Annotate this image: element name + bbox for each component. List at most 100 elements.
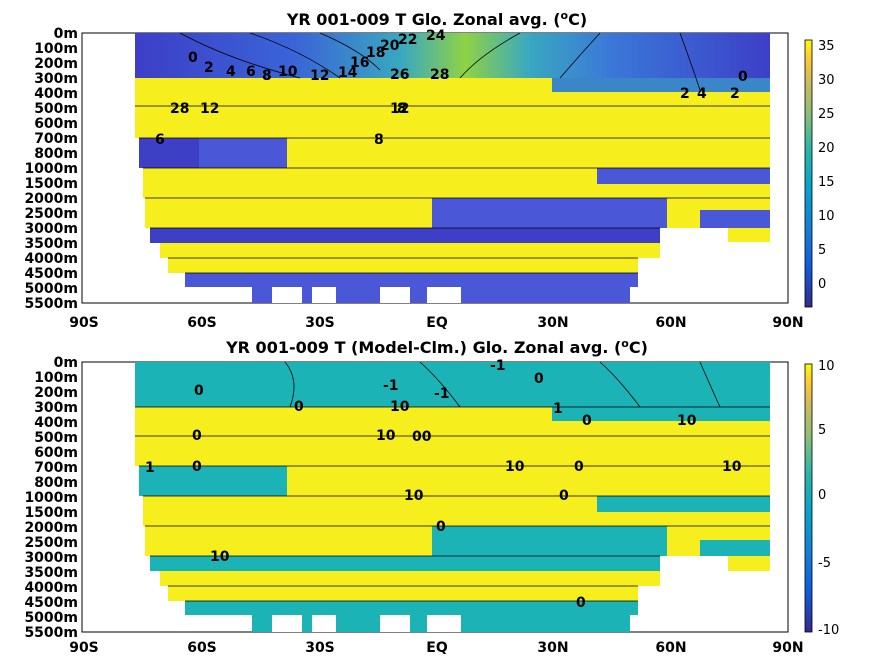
panel-1-title-sup: o — [561, 9, 569, 22]
colorbar-tick: -5 — [818, 556, 831, 571]
y-tick-label: 800m — [34, 146, 78, 162]
y-tick-label: 600m — [34, 445, 78, 461]
panel-1-band — [728, 228, 770, 242]
panel-2-plot-area — [81, 361, 789, 633]
y-tick-label: 500m — [34, 101, 78, 117]
y-tick-label: 5000m — [24, 610, 78, 626]
panel-1-cold-block — [199, 138, 287, 168]
panel-2-seafloor-gap — [427, 615, 461, 632]
panel-1-cold-block — [185, 273, 638, 287]
colorbar-tick: 10 — [818, 209, 835, 224]
x-tick-label: 60S — [187, 315, 217, 331]
panel-2-y-axis: 0m 100m 200m 300m 400m 500m 600m 700m 80… — [24, 355, 78, 641]
contour-label: 0 — [194, 383, 204, 399]
y-tick-label: 200m — [34, 385, 78, 401]
panel-2-seafloor-gap — [380, 615, 410, 632]
contour-label: 0 — [534, 371, 544, 387]
contour-label: 4 — [697, 86, 707, 102]
contour-label: 0 — [436, 519, 446, 535]
contour-label: 28 — [170, 101, 189, 117]
panel-2-anom-block — [597, 496, 770, 512]
y-tick-label: 0m — [54, 355, 78, 371]
y-tick-label: 500m — [34, 430, 78, 446]
contour-label: 00 — [412, 429, 432, 445]
panel-2-upper-field-north — [552, 407, 770, 421]
contour-label: 0 — [192, 428, 202, 444]
colorbar-tick: 0 — [818, 488, 826, 503]
contour-label: 6 — [155, 132, 165, 148]
contour-label: 0 — [582, 413, 592, 429]
panel-2-anom-block — [700, 540, 770, 556]
panel-2-anom-block — [199, 466, 287, 496]
x-tick-label: EQ — [426, 640, 448, 656]
y-tick-label: 4000m — [24, 251, 78, 267]
contour-label: 10 — [404, 488, 424, 504]
colorbar-tick: 5 — [818, 243, 826, 258]
y-tick-label: 2500m — [24, 206, 78, 222]
x-tick-label: 60N — [655, 640, 686, 656]
y-tick-label: 4000m — [24, 580, 78, 596]
contour-label: 28 — [430, 67, 449, 83]
y-tick-label: 1000m — [24, 161, 78, 177]
colorbar-tick: 35 — [818, 39, 835, 54]
contour-label: 8 — [374, 132, 384, 148]
contour-label: 10 — [677, 413, 697, 429]
contour-label: 1 — [145, 460, 155, 476]
colorbar-tick: 5 — [818, 423, 826, 438]
x-tick-label: 90N — [772, 640, 803, 656]
y-tick-label: 2000m — [24, 191, 78, 207]
panel-2-title: YR 001-009 T (Model-Clm.) Glo. Zonal avg… — [225, 337, 648, 357]
contour-label: 2 — [204, 60, 214, 76]
panel-2-anom-block — [139, 466, 199, 496]
y-tick-label: 3000m — [24, 221, 78, 237]
y-tick-label: 3500m — [24, 565, 78, 581]
y-tick-label: 3000m — [24, 550, 78, 566]
y-tick-label: 400m — [34, 415, 78, 431]
colorbar-tick: 25 — [818, 107, 835, 122]
contour-label: -1 — [434, 386, 450, 402]
contour-label: 10 — [505, 459, 525, 475]
y-tick-label: 0m — [54, 26, 78, 42]
contour-label: 26 — [390, 67, 409, 83]
contour-label: 6 — [246, 64, 256, 80]
panel-2-band — [160, 571, 660, 586]
contour-label: 2 — [680, 86, 690, 102]
panel-2-anom-block — [150, 556, 660, 571]
x-tick-label: EQ — [426, 315, 448, 331]
colorbar-tick: 10 — [818, 359, 835, 374]
contour-label: 12 — [390, 101, 409, 117]
x-tick-label: 90N — [772, 315, 803, 331]
x-tick-label: 30N — [537, 640, 568, 656]
panel-2-x-axis: 90S 60S 30S EQ 30N 60N 90N — [69, 640, 803, 656]
x-tick-label: 60S — [187, 640, 217, 656]
panel-2-band — [168, 586, 638, 601]
x-tick-label: 30S — [305, 640, 335, 656]
panel-1-title: YR 001-009 T Glo. Zonal avg. (oC) — [286, 9, 587, 29]
y-tick-label: 1500m — [24, 505, 78, 521]
contour-label: 2 — [730, 86, 740, 102]
x-tick-label: 90S — [69, 315, 99, 331]
panel-2-title-suffix: C) — [629, 338, 648, 357]
panel-1-seafloor-gap — [427, 287, 461, 303]
panel-2-anom-block — [185, 601, 638, 615]
y-tick-label: 5500m — [24, 625, 78, 641]
contour-label: 22 — [398, 32, 417, 48]
contour-label: 0 — [294, 399, 304, 415]
y-tick-label: 1000m — [24, 490, 78, 506]
panel-2-seafloor-gap — [272, 615, 302, 632]
panel-1-upper-field-north — [552, 78, 770, 92]
panel-1-seafloor-gap — [272, 287, 302, 303]
y-tick-label: 600m — [34, 116, 78, 132]
contour-label: 12 — [200, 101, 219, 117]
contour-label: 10 — [390, 399, 410, 415]
panel-2-band — [728, 556, 770, 571]
panel-2-band — [135, 407, 552, 421]
contour-label: 24 — [426, 28, 446, 44]
panel-1-title-prefix: YR 001-009 T Glo. Zonal avg. ( — [286, 10, 561, 29]
panel-2: YR 001-009 T (Model-Clm.) Glo. Zonal avg… — [24, 337, 839, 656]
x-tick-label: 30N — [537, 315, 568, 331]
contour-label: 10 — [722, 459, 742, 475]
contour-label: 1 — [553, 401, 563, 417]
contour-label: 12 — [310, 68, 329, 84]
